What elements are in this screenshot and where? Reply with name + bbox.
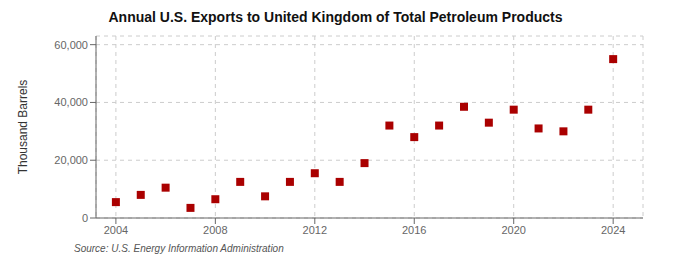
svg-text:40,000: 40,000 — [54, 96, 88, 108]
svg-text:20,000: 20,000 — [54, 154, 88, 166]
svg-text:2008: 2008 — [203, 224, 227, 236]
html-text:Source: U.S. Energy Informatio: Source: U.S. Energy Information Administ… — [74, 243, 284, 254]
html-text:Annual U.S. Exports to United: Annual U.S. Exports to United Kingdom of… — [108, 9, 563, 25]
svg-text:0: 0 — [82, 212, 88, 224]
svg-text:2024: 2024 — [601, 224, 625, 236]
svg-text:2004: 2004 — [104, 224, 128, 236]
svg-text:60,000: 60,000 — [54, 39, 88, 51]
svg-text:2012: 2012 — [303, 224, 327, 236]
svg-text:2020: 2020 — [501, 224, 525, 236]
svg-text:2016: 2016 — [402, 224, 426, 236]
svg-text:Thousand Barrels: Thousand Barrels — [16, 80, 30, 175]
